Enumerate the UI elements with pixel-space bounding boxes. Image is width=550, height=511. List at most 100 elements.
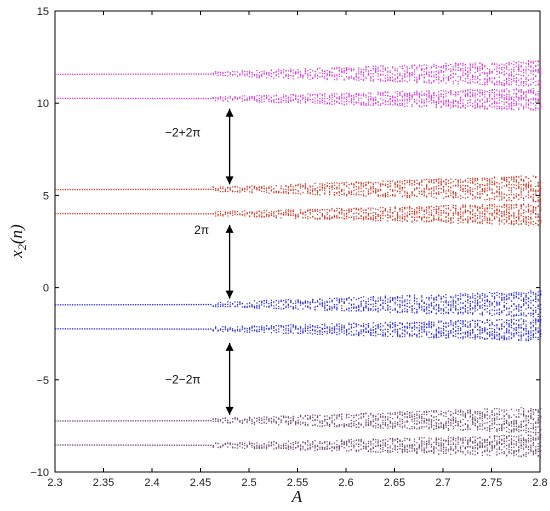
data-point: [457, 69, 459, 71]
data-point: [212, 188, 214, 191]
data-point: [387, 67, 389, 69]
data-point: [537, 199, 539, 201]
data-point: [387, 91, 389, 94]
data-point: [510, 78, 513, 81]
data-point: [372, 296, 374, 298]
data-point: [540, 87, 542, 89]
data-point: [515, 62, 517, 64]
data-point: [513, 217, 515, 219]
data-point: [331, 301, 333, 303]
data-point: [518, 183, 520, 185]
data-point: [423, 101, 425, 103]
data-point: [404, 308, 406, 310]
data-point: [525, 78, 527, 80]
data-point: [135, 97, 137, 100]
data-point: [93, 188, 96, 191]
data-point: [459, 295, 462, 297]
data-point: [394, 207, 396, 209]
data-point: [469, 297, 471, 299]
data-point: [496, 209, 498, 211]
data-point: [392, 211, 394, 214]
data-point: [278, 308, 280, 310]
data-point: [387, 307, 389, 309]
data-point: [375, 208, 377, 210]
data-point: [343, 210, 345, 212]
data-point: [273, 100, 275, 102]
data-point: [227, 75, 229, 77]
data-point: [535, 75, 537, 77]
data-point: [455, 307, 457, 310]
data-point: [486, 98, 488, 100]
data-point: [404, 218, 406, 220]
data-point: [525, 217, 527, 219]
data-point: [426, 306, 428, 308]
data-point: [530, 210, 532, 212]
data-point: [236, 97, 239, 100]
data-point: [450, 194, 452, 197]
data-point: [217, 210, 219, 213]
data-point: [275, 101, 277, 104]
data-point: [251, 191, 253, 193]
data-point: [265, 301, 268, 303]
data-point: [404, 103, 406, 105]
data-point: [382, 180, 384, 182]
data-point: [411, 73, 413, 75]
data-point: [462, 219, 464, 221]
data-point: [464, 294, 467, 297]
data-point: [202, 213, 205, 215]
data-point: [501, 69, 503, 71]
data-point: [430, 294, 433, 297]
data-point: [416, 79, 418, 81]
data-point: [265, 214, 268, 216]
data-point: [304, 187, 306, 190]
data-point: [401, 80, 403, 82]
data-point: [474, 67, 476, 69]
data-point: [462, 70, 464, 72]
data-point: [331, 75, 333, 77]
data-point: [362, 209, 365, 211]
data-point: [362, 309, 365, 311]
data-point: [447, 304, 450, 306]
data-point: [457, 311, 459, 313]
data-point: [489, 305, 491, 307]
data-point: [244, 210, 246, 212]
data-point: [457, 211, 459, 214]
data-point: [484, 187, 486, 189]
data-point: [81, 97, 83, 100]
data-point: [251, 213, 253, 215]
data-point: [302, 302, 304, 304]
data-point: [338, 192, 340, 194]
data-point: [139, 213, 142, 215]
data-point: [445, 178, 447, 180]
data-point: [443, 67, 445, 69]
data-point: [382, 305, 384, 308]
data-point: [518, 61, 520, 63]
data-point: [455, 296, 457, 298]
data-point: [428, 303, 430, 305]
data-point: [341, 67, 343, 70]
data-point: [401, 65, 403, 67]
data-point: [426, 312, 428, 315]
data-point: [324, 70, 326, 73]
data-point: [401, 104, 403, 106]
data-point: [316, 305, 319, 307]
data-point: [530, 196, 532, 198]
data-point: [263, 100, 265, 103]
data-point: [520, 81, 522, 83]
data-point: [457, 214, 459, 216]
data-point: [479, 83, 481, 85]
data-point: [510, 108, 513, 111]
data-point: [137, 188, 139, 191]
data-point: [392, 309, 394, 311]
data-point: [433, 215, 435, 217]
data-point: [382, 302, 384, 304]
data-point: [392, 298, 394, 301]
data-point: [479, 208, 481, 210]
data-point: [459, 307, 462, 309]
data-point: [229, 188, 231, 190]
data-point: [336, 182, 338, 184]
data-point: [457, 212, 459, 214]
data-point: [309, 95, 311, 97]
data-point: [440, 80, 442, 83]
data-point: [292, 307, 294, 309]
